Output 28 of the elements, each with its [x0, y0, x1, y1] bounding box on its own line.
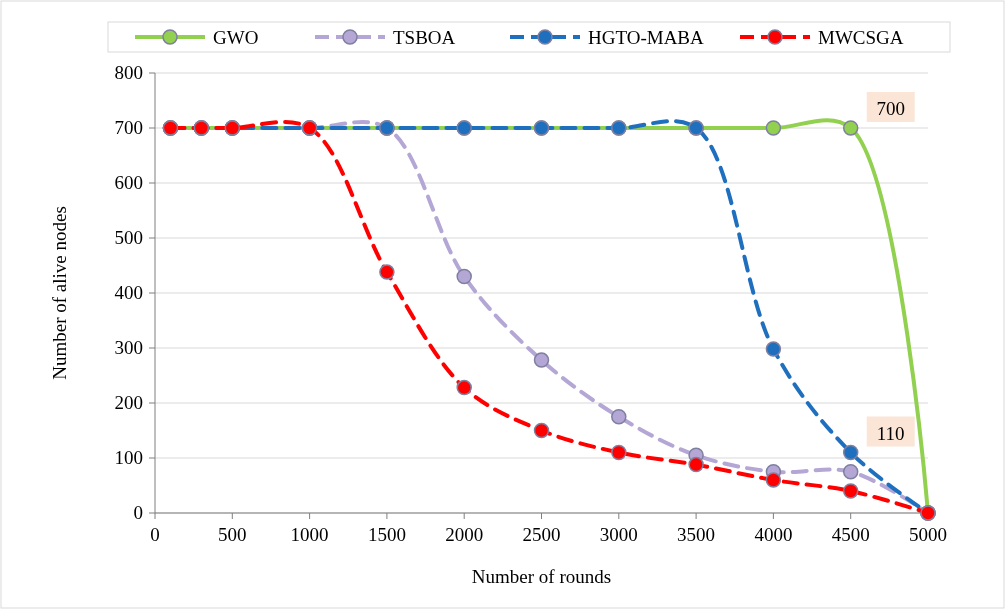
x-tick-label: 1500	[367, 524, 406, 545]
y-tick-label: 100	[114, 447, 143, 468]
x-tick-label: 2500	[522, 524, 561, 545]
x-tick-label: 4500	[831, 524, 870, 545]
x-tick-label: 3000	[599, 524, 638, 545]
legend-label: HGTO-MABA	[588, 27, 705, 48]
y-tick-label: 300	[114, 337, 143, 358]
annotation: 110	[876, 422, 905, 444]
x-tick-label: 4000	[754, 524, 793, 545]
y-axis-title: Number of alive nodes	[49, 206, 70, 380]
legend-label: MWCSGA	[818, 27, 904, 48]
y-tick-label: 800	[114, 62, 143, 83]
y-tick-label: 0	[133, 502, 143, 523]
annotation: 700	[876, 98, 905, 119]
y-tick-label: 200	[114, 392, 143, 413]
x-tick-label: 0	[150, 524, 160, 545]
legend-label: GWO	[213, 27, 259, 48]
x-tick-label: 1000	[290, 524, 329, 545]
x-axis-title: Number of rounds	[471, 566, 612, 587]
y-tick-label: 500	[114, 227, 143, 248]
x-tick-label: 3500	[677, 524, 716, 545]
y-tick-label: 600	[114, 172, 143, 193]
x-tick-label: 500	[218, 524, 247, 545]
x-tick-label: 5000	[909, 524, 947, 545]
y-tick-label: 400	[114, 282, 143, 303]
y-tick-label: 700	[114, 117, 143, 138]
legend-label: TSBOA	[393, 27, 456, 48]
x-tick-label: 2000	[445, 524, 484, 545]
